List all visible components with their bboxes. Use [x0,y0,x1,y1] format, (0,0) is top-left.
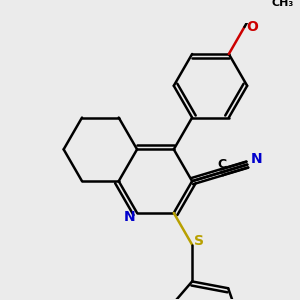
Text: S: S [194,234,205,248]
Text: N: N [251,152,262,166]
Text: CH₃: CH₃ [271,0,293,8]
Text: C: C [218,158,226,171]
Text: O: O [246,20,258,34]
Text: N: N [124,210,136,224]
